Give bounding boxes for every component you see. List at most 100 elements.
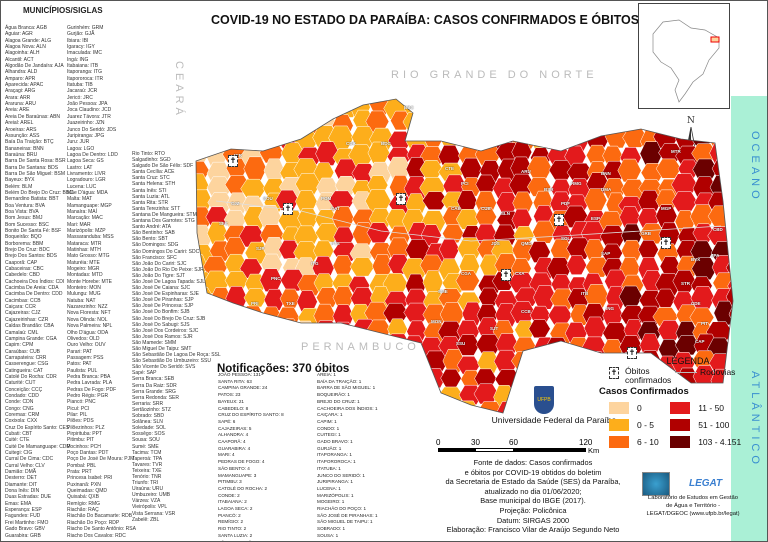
municipality-area[interactable] xyxy=(190,386,215,407)
municipality-area[interactable] xyxy=(670,94,697,117)
municipality-area[interactable] xyxy=(313,303,336,328)
municipality-area[interactable] xyxy=(204,111,229,132)
municipality-area[interactable] xyxy=(257,109,282,134)
municipality-area[interactable] xyxy=(421,111,446,133)
municipality-area[interactable] xyxy=(455,270,480,292)
municipality-area[interactable] xyxy=(656,78,677,98)
municipality-area[interactable] xyxy=(257,321,281,345)
municipality-area[interactable] xyxy=(477,78,499,97)
municipality-area[interactable] xyxy=(223,124,249,148)
municipality-area[interactable] xyxy=(190,368,214,391)
municipality-area[interactable] xyxy=(439,402,465,422)
municipality-area[interactable] xyxy=(192,125,214,148)
municipality-area[interactable] xyxy=(563,81,589,105)
municipality-area[interactable] xyxy=(509,81,533,100)
municipality-area[interactable] xyxy=(243,95,269,119)
municipality-area[interactable] xyxy=(274,334,300,355)
municipality-area[interactable] xyxy=(438,126,462,148)
municipality-area[interactable] xyxy=(406,354,428,376)
municipality-area[interactable] xyxy=(713,97,735,116)
municipality-area[interactable] xyxy=(729,129,755,150)
municipality-area[interactable] xyxy=(528,109,554,131)
municipality-area[interactable] xyxy=(240,339,264,359)
municipality-area[interactable] xyxy=(677,111,700,136)
municipality-area[interactable] xyxy=(493,98,515,120)
municipality-area[interactable] xyxy=(188,337,209,359)
municipality-area[interactable] xyxy=(598,82,624,101)
municipality-area[interactable] xyxy=(583,84,605,103)
municipality-area[interactable] xyxy=(730,142,754,163)
municipality-area[interactable] xyxy=(727,79,749,97)
municipality-area[interactable] xyxy=(528,241,551,263)
municipality-area[interactable] xyxy=(603,99,628,118)
municipality-area[interactable] xyxy=(206,78,230,98)
municipality-area[interactable] xyxy=(225,114,248,134)
municipality-area[interactable] xyxy=(730,109,751,131)
municipality-area[interactable] xyxy=(206,127,231,147)
municipality-area[interactable] xyxy=(332,304,355,329)
municipality-area[interactable] xyxy=(186,353,212,379)
municipality-area[interactable] xyxy=(636,80,662,100)
municipality-area[interactable] xyxy=(552,99,574,119)
municipality-area[interactable] xyxy=(190,109,211,132)
municipality-area[interactable] xyxy=(223,335,245,355)
municipality-area[interactable] xyxy=(262,96,287,120)
municipality-area[interactable] xyxy=(262,338,284,359)
municipality-area[interactable] xyxy=(657,97,682,118)
municipality-area[interactable] xyxy=(311,337,338,358)
municipality-area[interactable] xyxy=(458,127,480,147)
municipality-area[interactable] xyxy=(316,98,340,119)
municipality-area[interactable] xyxy=(208,337,230,360)
municipality-area[interactable] xyxy=(620,79,643,97)
municipality-area[interactable] xyxy=(460,83,486,105)
municipality-area[interactable] xyxy=(387,384,412,409)
municipality-area[interactable] xyxy=(638,96,662,120)
municipality-area[interactable] xyxy=(332,337,355,356)
municipality-area[interactable] xyxy=(295,98,320,120)
municipality-area[interactable] xyxy=(528,319,551,339)
municipality-area[interactable] xyxy=(368,352,393,374)
municipality-area[interactable] xyxy=(673,80,694,103)
municipality-area[interactable] xyxy=(456,114,481,136)
municipality-area[interactable] xyxy=(527,98,554,119)
municipality-area[interactable] xyxy=(366,336,392,360)
municipality-area[interactable] xyxy=(403,380,426,405)
municipality-area[interactable] xyxy=(587,114,610,135)
municipality-area[interactable] xyxy=(729,206,753,231)
municipality-area[interactable] xyxy=(562,99,589,119)
municipality-area[interactable] xyxy=(240,82,265,103)
municipality-area[interactable] xyxy=(440,77,467,101)
municipality-area[interactable] xyxy=(727,226,753,249)
municipality-area[interactable] xyxy=(475,114,500,136)
municipality-area[interactable] xyxy=(441,113,467,135)
municipality-area[interactable] xyxy=(351,334,373,356)
municipality-area[interactable] xyxy=(366,222,391,244)
municipality-area[interactable] xyxy=(187,402,211,422)
municipality-area[interactable] xyxy=(278,83,302,105)
municipality-area[interactable] xyxy=(313,80,336,103)
municipality-area[interactable] xyxy=(511,112,533,134)
municipality-area[interactable] xyxy=(690,81,717,104)
municipality-area[interactable] xyxy=(352,81,377,102)
municipality-area[interactable] xyxy=(203,303,230,327)
municipality-area[interactable] xyxy=(548,125,574,150)
municipality-area[interactable] xyxy=(244,319,268,340)
municipality-area[interactable] xyxy=(514,369,537,393)
municipality-area[interactable] xyxy=(205,96,232,118)
municipality-area[interactable] xyxy=(189,95,213,119)
municipality-area[interactable] xyxy=(728,238,754,262)
municipality-area[interactable] xyxy=(187,318,211,343)
municipality-area[interactable] xyxy=(510,96,536,117)
municipality-area[interactable] xyxy=(526,349,553,373)
municipality-area[interactable] xyxy=(206,322,234,344)
municipality-area[interactable] xyxy=(494,80,517,105)
municipality-area[interactable] xyxy=(403,401,425,422)
municipality-area[interactable] xyxy=(656,111,679,130)
municipality-area[interactable] xyxy=(439,97,462,116)
municipality-area[interactable] xyxy=(401,367,427,392)
municipality-area[interactable] xyxy=(726,156,752,180)
municipality-area[interactable] xyxy=(223,317,248,341)
municipality-area[interactable] xyxy=(582,95,609,118)
municipality-area[interactable] xyxy=(257,79,283,98)
municipality-area[interactable] xyxy=(617,158,642,183)
